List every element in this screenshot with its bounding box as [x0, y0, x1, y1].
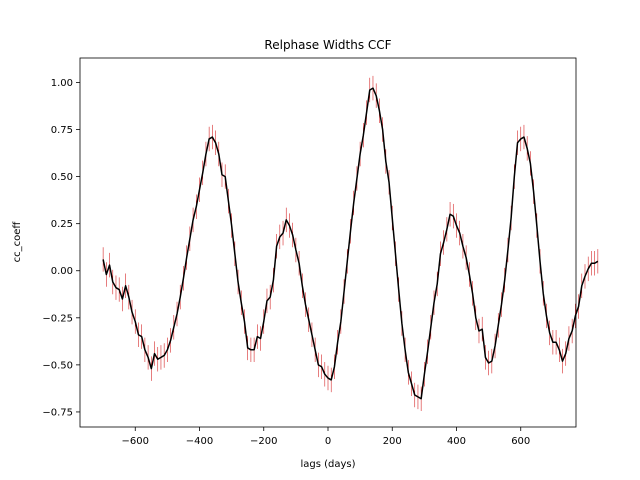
y-axis-label: cc_coeff [12, 221, 23, 263]
x-tick-label: −400 [186, 436, 213, 447]
y-tick-label: 0.75 [51, 125, 73, 136]
chart-title: Relphase Widths CCF [264, 38, 391, 52]
x-axis: −600 −400 −200 0 200 400 600 [122, 427, 530, 447]
x-tick-label: −600 [122, 436, 149, 447]
x-tick-label: 0 [325, 436, 331, 447]
y-tick-label: 1.00 [51, 78, 73, 89]
x-tick-label: 200 [383, 436, 402, 447]
y-tick-label: 0.50 [51, 172, 73, 183]
x-tick-label: 400 [447, 436, 466, 447]
series-line [102, 87, 599, 400]
y-tick-label: −0.50 [42, 360, 73, 371]
y-tick-label: 0.25 [51, 219, 73, 230]
y-axis: −0.75 −0.50 −0.25 0.00 0.25 0.50 0.75 1.00 [42, 78, 80, 418]
x-axis-label: lags (days) [300, 459, 355, 470]
y-tick-label: 0.00 [51, 266, 73, 277]
x-tick-label: 600 [511, 436, 530, 447]
y-tick-label: −0.75 [42, 407, 73, 418]
x-tick-label: −200 [250, 436, 277, 447]
y-tick-label: −0.25 [42, 313, 73, 324]
